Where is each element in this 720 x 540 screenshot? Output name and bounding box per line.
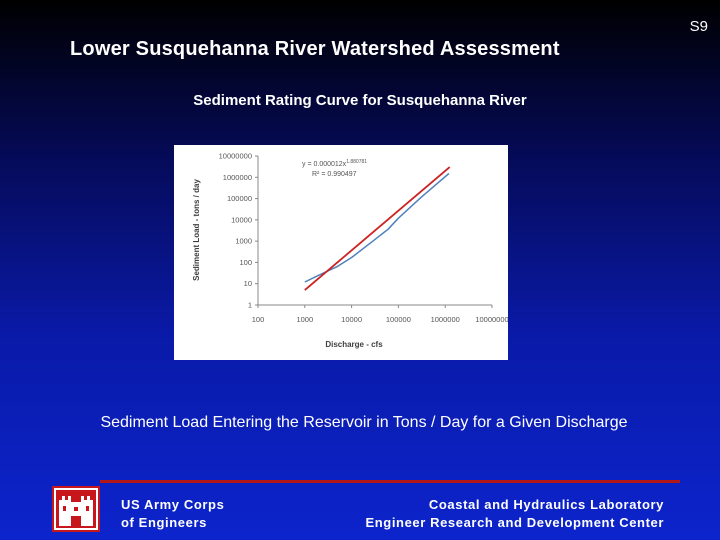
chart-subtitle: Sediment Rating Curve for Susquehanna Ri…	[193, 92, 527, 109]
x-tick-label: 100	[252, 315, 265, 324]
x-tick-label: 10000	[341, 315, 362, 324]
x-tick-label: 10000000	[475, 315, 508, 324]
lab-name: Coastal and Hydraulics Laboratory Engine…	[365, 496, 664, 532]
data-series-line	[304, 172, 450, 283]
y-tick-label: 10000000	[219, 152, 252, 161]
sediment-rating-chart: 100 1000 10000 100000 1000000 10000000 1 10 100 1…	[192, 152, 508, 350]
y-axis-label: Sediment Load - tons / day	[192, 179, 201, 281]
footer-divider	[100, 480, 680, 483]
y-tick-label: 1000	[235, 237, 252, 246]
y-tick-label: 100000	[227, 194, 252, 203]
x-tick-label: 1000000	[431, 315, 460, 324]
trendline-equation: y = 0.000012x1.880781	[302, 159, 367, 168]
r-squared-label: R² = 0.990497	[312, 171, 357, 178]
chart-panel: 100 1000 10000 100000 1000000 10000000 1 10 100 1…	[174, 145, 508, 360]
page-title: Lower Susquehanna River Watershed Assess…	[70, 38, 560, 60]
y-tick-label: 100	[239, 258, 252, 267]
org-line-1: US Army Corps	[121, 497, 225, 512]
castle-icon	[52, 486, 100, 532]
slide-number: S9	[689, 18, 708, 35]
x-tick-label: 100000	[386, 315, 411, 324]
x-tick-label: 1000	[296, 315, 313, 324]
chart-caption: Sediment Load Entering the Reservoir in …	[100, 414, 628, 431]
org-line-2: of Engineers	[121, 515, 207, 530]
lab-line-2: Engineer Research and Development Center	[365, 515, 664, 530]
x-axis-label: Discharge - cfs	[325, 340, 383, 349]
y-tick-label: 10	[244, 279, 252, 288]
trendline-series	[304, 166, 451, 291]
y-tick-label: 10000	[231, 215, 252, 224]
y-tick-label: 1000000	[223, 173, 252, 182]
org-name: US Army Corps of Engineers	[121, 496, 224, 532]
y-tick-label: 1	[248, 301, 252, 310]
lab-line-1: Coastal and Hydraulics Laboratory	[428, 497, 664, 512]
